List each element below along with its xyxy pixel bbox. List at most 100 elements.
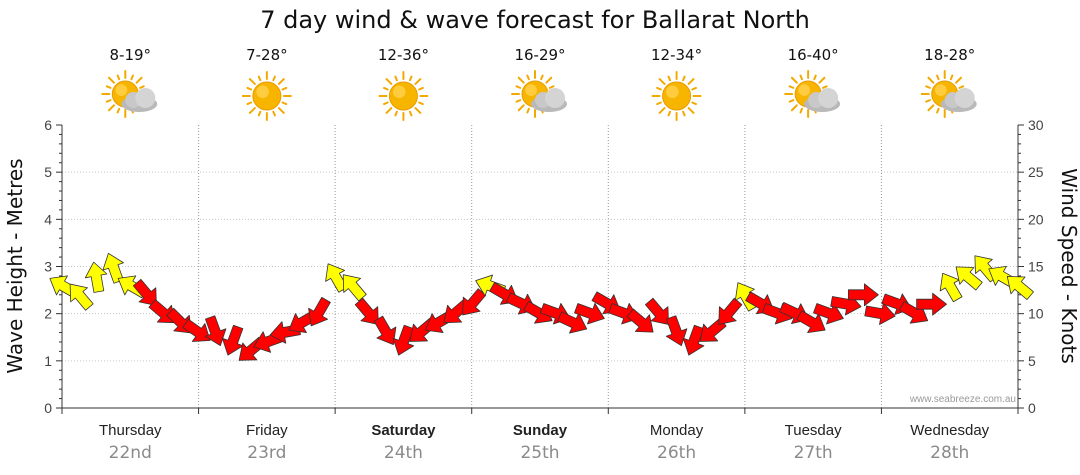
sun-ray (277, 78, 285, 85)
sun-ray (691, 101, 697, 106)
wind-arrow (626, 308, 654, 333)
wind-arrow-shape (69, 283, 94, 311)
day-date-label: 22nd (109, 443, 152, 463)
wind-arrow-shape (626, 308, 654, 333)
sun-ray (955, 76, 962, 84)
sun-ray (257, 75, 262, 82)
sun-ray (548, 85, 555, 89)
day-name-label: Sunday (513, 422, 568, 439)
wind-arrow-shape (373, 315, 397, 346)
day-name-label: Tuesday (785, 422, 842, 439)
sun-ray (246, 101, 253, 106)
sun-icon (651, 71, 702, 121)
wind-arrow-shape (342, 274, 367, 302)
temperature-label: 18-28° (924, 46, 975, 64)
sun-ray (813, 74, 817, 81)
sun-ray (927, 104, 935, 112)
sun-ray (135, 76, 143, 84)
y-left-tick-label: 5 (44, 164, 52, 180)
y-left-tick-label: 3 (44, 259, 52, 275)
y-right-tick-label: 15 (1028, 259, 1044, 275)
sun-ray (385, 78, 393, 85)
sun-ray (248, 107, 256, 114)
partly-cloudy-icon (920, 70, 977, 118)
sun-ray (116, 107, 121, 114)
wind-arrow-shape (955, 266, 983, 291)
cloud-shape (121, 88, 158, 112)
wind-arrow (1006, 276, 1034, 300)
sun-ray (394, 75, 398, 82)
wind-arrow-shape (132, 278, 157, 306)
sun-icon (241, 71, 292, 121)
sun-ray (394, 110, 398, 117)
day-date-label: 26th (657, 443, 696, 463)
sun-ray (790, 76, 798, 84)
y-right-tick-label: 25 (1028, 164, 1044, 180)
sun-ray (656, 86, 662, 91)
wind-arrow (102, 252, 124, 284)
y-right-tick-label: 0 (1028, 400, 1036, 416)
wind-arrow (204, 315, 227, 347)
sun-ray (818, 76, 826, 84)
sun-ray (821, 85, 828, 89)
wind-arrow (644, 297, 669, 325)
partly-cloudy-icon (101, 70, 158, 118)
temperature-label: 16-29° (514, 46, 565, 64)
sun-ray (257, 110, 262, 117)
sun-ray (925, 85, 931, 89)
sun-ray (116, 74, 121, 81)
sun-ray (246, 86, 253, 91)
sun-highlight (115, 84, 128, 96)
wind-arrow-shape (462, 288, 487, 316)
wind-arrow-shape (308, 296, 331, 327)
sun-ray (383, 101, 389, 106)
sun-ray (418, 86, 424, 91)
wind-arrow (308, 296, 331, 327)
cloud-part (818, 88, 839, 108)
sun-ray (408, 110, 413, 117)
temperature-label: 8-19° (110, 46, 152, 64)
sun-ray (936, 107, 940, 114)
wind-arrow-shape (939, 272, 963, 303)
cloud-part (545, 88, 565, 108)
weather-layer: 8-19° 7-28° 12-36° 16-29° 12-34° 16-40° 18-28° (101, 46, 977, 121)
day-name-label: Monday (650, 422, 704, 439)
sun-ray (414, 107, 422, 114)
wind-arrow-shape (102, 252, 124, 284)
sun-ray (667, 75, 672, 82)
wind-arrow (848, 283, 879, 307)
sun-ray (105, 99, 112, 103)
wind-arrow-shape (354, 297, 379, 325)
sun-ray (927, 76, 935, 84)
y-left-tick-label: 1 (44, 353, 52, 369)
wind-arrow-shape (916, 292, 947, 316)
sun-ray (925, 99, 931, 103)
cloud-part (135, 88, 156, 108)
sun-ray (658, 107, 666, 114)
sun-ray (108, 76, 115, 84)
sun-ray (383, 86, 389, 91)
wind-arrow-shape (325, 263, 348, 293)
sun-ray (682, 75, 686, 82)
sun-ray (799, 107, 804, 114)
day-date-label: 24th (384, 443, 423, 463)
sun-ray (515, 99, 522, 103)
wind-arrow-shape (1006, 276, 1034, 300)
wind-arrow-shape (574, 302, 605, 325)
sun-highlight (934, 84, 947, 96)
sun-ray (517, 104, 525, 112)
wind-arrow (665, 315, 688, 347)
day-date-label: 27th (794, 443, 833, 463)
temperature-label: 12-34° (651, 46, 702, 64)
day-date-label: 23rd (247, 443, 286, 463)
wind-arrow (132, 278, 157, 306)
sun-ray (799, 74, 804, 81)
sun-ray (949, 74, 954, 81)
sun-rays (651, 71, 702, 121)
y-left-tick-label: 4 (44, 211, 52, 227)
wind-arrow (342, 274, 367, 302)
wind-arrow-shape (848, 283, 879, 307)
sun-ray (130, 74, 134, 81)
wind-arrows-layer (49, 252, 1034, 361)
